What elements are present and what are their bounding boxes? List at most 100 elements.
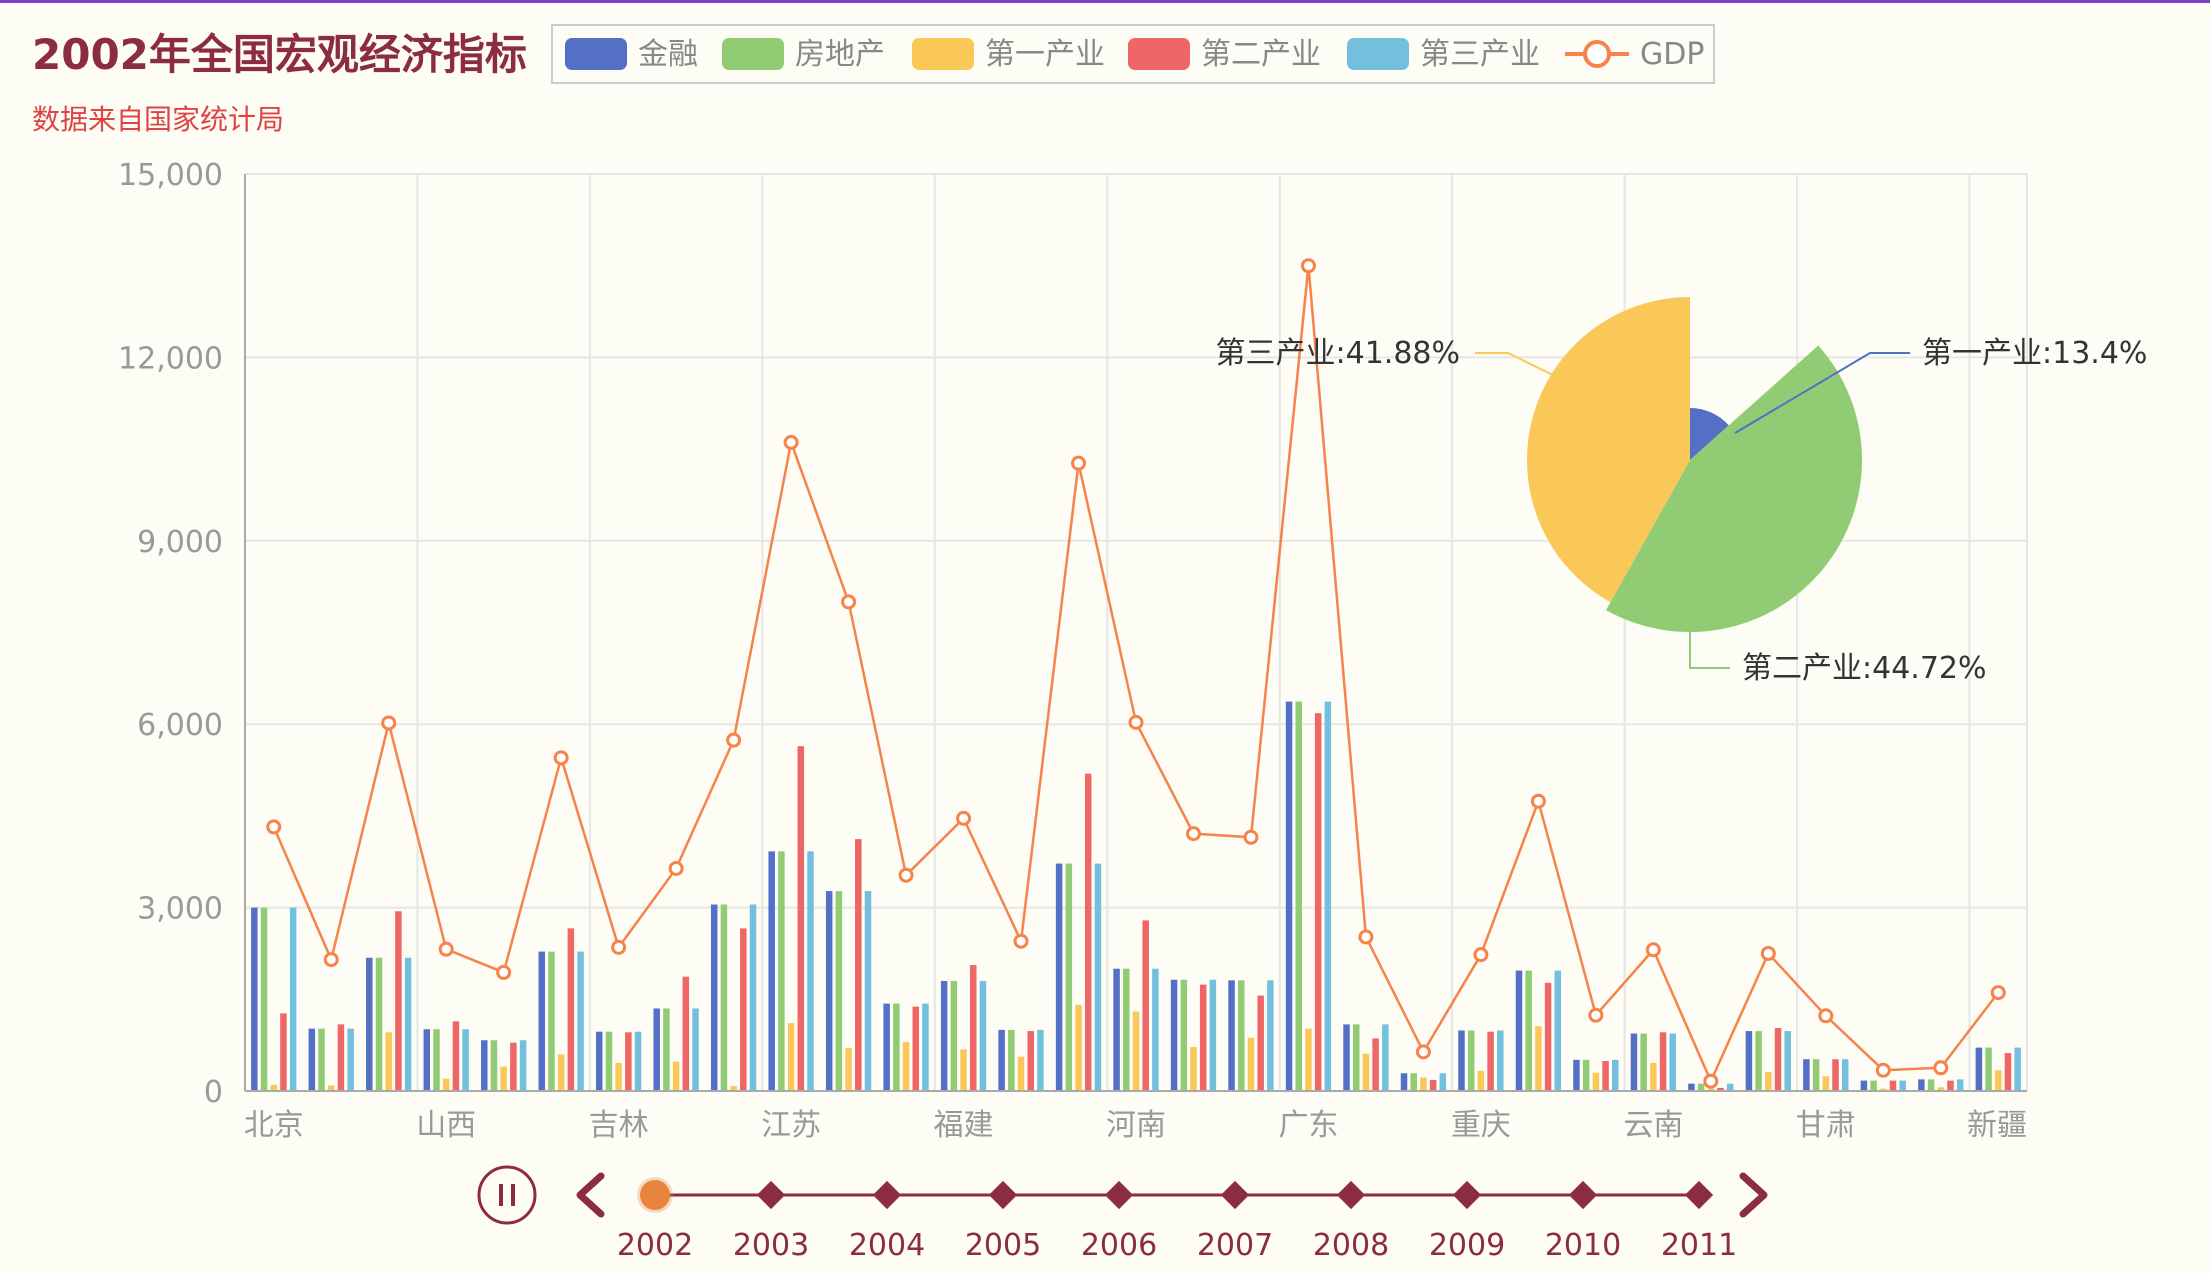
gdp-point[interactable] [1588, 1007, 1604, 1023]
bar[interactable] [1765, 1072, 1772, 1091]
bar[interactable] [327, 1085, 335, 1091]
legend-item-5[interactable]: GDP [1565, 37, 1704, 72]
bar[interactable] [1812, 1059, 1820, 1091]
gdp-point[interactable] [726, 732, 742, 748]
timeline-year-2010[interactable]: 2010 [1545, 1180, 1621, 1263]
bar[interactable] [1190, 1046, 1197, 1091]
bar[interactable] [1688, 1083, 1695, 1091]
bar[interactable] [490, 1040, 498, 1091]
bar[interactable] [2014, 1047, 2021, 1091]
bar[interactable] [1238, 980, 1245, 1091]
gdp-point[interactable] [323, 952, 339, 968]
bar[interactable] [922, 1003, 929, 1091]
bar[interactable] [979, 980, 987, 1091]
bar[interactable] [1860, 1080, 1868, 1091]
bar[interactable] [663, 1008, 670, 1091]
gdp-point[interactable] [1243, 829, 1259, 845]
gdp-point[interactable] [1013, 933, 1029, 949]
bar[interactable] [883, 1003, 890, 1091]
gdp-point[interactable] [381, 715, 397, 731]
bar[interactable] [720, 904, 728, 1091]
bar[interactable] [260, 907, 268, 1091]
bar[interactable] [1745, 1031, 1753, 1091]
timeline-year-2004[interactable]: 2004 [849, 1180, 925, 1263]
bar[interactable] [1880, 1088, 1887, 1091]
bar[interactable] [1985, 1047, 1992, 1091]
bar[interactable] [1612, 1059, 1619, 1091]
bar[interactable] [778, 851, 785, 1091]
bar[interactable] [1822, 1076, 1830, 1091]
bar[interactable] [404, 957, 412, 1091]
chevron-left-icon[interactable] [576, 1172, 605, 1218]
gdp-point[interactable] [841, 594, 857, 610]
bar[interactable] [1228, 980, 1235, 1091]
bar[interactable] [1650, 1062, 1657, 1091]
bar[interactable] [1142, 920, 1149, 1091]
gdp-point[interactable] [611, 939, 627, 955]
legend-item-0[interactable]: 金融 [565, 37, 698, 72]
gdp-point[interactable] [553, 750, 569, 766]
bar[interactable] [1267, 980, 1274, 1091]
bar[interactable] [1094, 863, 1102, 1091]
bar[interactable] [1515, 970, 1523, 1091]
bar[interactable] [1362, 1053, 1370, 1091]
bar[interactable] [1305, 1028, 1312, 1091]
bar[interactable] [1497, 1030, 1504, 1091]
bar[interactable] [1285, 701, 1293, 1091]
bar[interactable] [787, 1023, 795, 1091]
bar[interactable] [462, 1029, 469, 1091]
bar[interactable] [615, 1062, 622, 1091]
timeline-year-2008[interactable]: 2008 [1313, 1180, 1389, 1263]
gdp-point[interactable] [898, 867, 914, 883]
gdp-point[interactable] [1760, 945, 1776, 961]
bar[interactable] [845, 1048, 852, 1091]
gdp-point[interactable] [1358, 929, 1374, 945]
timeline-year-2005[interactable]: 2005 [965, 1180, 1041, 1263]
bar[interactable] [510, 1042, 517, 1091]
gdp-point[interactable] [1128, 714, 1144, 730]
bar[interactable] [1467, 1030, 1475, 1091]
bar[interactable] [433, 1029, 440, 1091]
bar[interactable] [500, 1066, 507, 1091]
bar[interactable] [1352, 1024, 1360, 1091]
bar[interactable] [1314, 713, 1322, 1091]
timeline-year-2006[interactable]: 2006 [1081, 1180, 1157, 1263]
bar[interactable] [1582, 1059, 1590, 1091]
bar[interactable] [270, 1084, 277, 1091]
gdp-point[interactable] [956, 810, 972, 826]
bar[interactable] [442, 1078, 450, 1091]
bar[interactable] [893, 1003, 900, 1091]
bar[interactable] [864, 891, 872, 1091]
bar[interactable] [749, 904, 757, 1091]
bar[interactable] [1372, 1038, 1379, 1091]
bar[interactable] [548, 951, 555, 1091]
bar[interactable] [1525, 970, 1532, 1091]
bar[interactable] [337, 1024, 345, 1091]
bar[interactable] [1755, 1031, 1762, 1091]
bar[interactable] [1400, 1073, 1408, 1091]
bar[interactable] [1899, 1080, 1906, 1091]
chevron-right-icon[interactable] [1739, 1172, 1768, 1218]
bar[interactable] [634, 1031, 642, 1091]
bar[interactable] [1170, 979, 1178, 1091]
bar[interactable] [385, 1032, 392, 1091]
bar[interactable] [1573, 1059, 1580, 1091]
bar[interactable] [1947, 1080, 1954, 1091]
gdp-point[interactable] [1185, 826, 1201, 842]
bar[interactable] [1544, 982, 1552, 1091]
bar[interactable] [395, 911, 402, 1091]
bar[interactable] [625, 1032, 632, 1091]
gdp-point[interactable] [1818, 1008, 1834, 1024]
gdp-point[interactable] [783, 434, 799, 450]
bar[interactable] [1295, 701, 1303, 1091]
bar[interactable] [1065, 863, 1073, 1091]
bar[interactable] [577, 951, 584, 1091]
bar[interactable] [1602, 1061, 1609, 1091]
timeline-year-2002[interactable]: 2002 [617, 1177, 693, 1263]
pause-button[interactable] [477, 1165, 537, 1225]
gdp-point[interactable] [1473, 947, 1489, 963]
bar[interactable] [1420, 1077, 1427, 1091]
bar[interactable] [1132, 1011, 1140, 1091]
bar[interactable] [912, 1006, 920, 1091]
bar[interactable] [1927, 1079, 1935, 1091]
